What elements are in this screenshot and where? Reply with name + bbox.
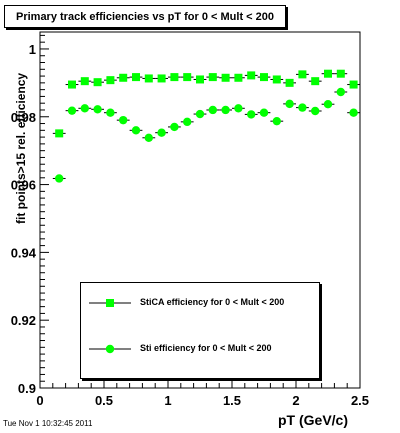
stica-point	[183, 73, 192, 82]
stica-point	[298, 70, 307, 79]
sti-point	[285, 99, 294, 109]
stica-point	[285, 78, 294, 87]
legend: StiCA efficiency for 0 < Mult < 200 Sti …	[80, 282, 320, 379]
sti-point	[234, 104, 243, 113]
stica-point	[234, 73, 243, 82]
title-box: Primary track efficiencies vs pT for 0 <…	[4, 5, 286, 28]
y-tick-label: 0.92	[11, 313, 36, 328]
stica-point	[132, 73, 140, 82]
x-tick-label: 1	[164, 393, 171, 408]
sti-point	[183, 117, 192, 127]
stica-point	[68, 80, 76, 89]
sti-point	[311, 106, 320, 116]
x-tick-label: 0	[36, 393, 43, 408]
stica-point	[170, 73, 179, 82]
sti-point	[55, 174, 64, 183]
sti-point	[106, 108, 115, 117]
sti-point	[247, 110, 256, 119]
stica-point	[144, 74, 153, 83]
x-axis-label: pT (GeV/c)	[278, 412, 349, 428]
stica-point	[221, 73, 230, 82]
data-marks	[52, 69, 360, 183]
stica-point	[324, 69, 332, 78]
sti-point	[67, 106, 77, 115]
y-tick-label: 0.94	[11, 245, 37, 260]
legend-square-marker-icon	[89, 299, 131, 307]
sti-point	[221, 105, 230, 115]
sti-point	[208, 105, 217, 115]
y-tick-label: 0.9	[18, 381, 36, 396]
y-tick-label: 1	[29, 42, 36, 57]
y-tick-label: 0.96	[11, 178, 36, 193]
x-tick-label: 1.5	[223, 393, 241, 408]
stica-point	[208, 73, 217, 82]
legend-entry-stica: StiCA efficiency for 0 < Mult < 200	[81, 293, 319, 313]
sti-point	[195, 109, 205, 119]
sti-point	[336, 87, 345, 97]
stica-point	[119, 73, 128, 82]
sti-point	[119, 115, 128, 125]
sti-point	[272, 116, 281, 126]
x-tick-label: 2.5	[351, 393, 369, 408]
stica-point	[157, 74, 166, 83]
axes: 0 0.5 1 1.5 2 2.5 0.9 0.92 0.94 0.96 0.98 1	[11, 34, 369, 408]
sti-point	[323, 100, 333, 109]
legend-label-sti: Sti efficiency for 0 < Mult < 200	[140, 343, 272, 353]
sti-point	[170, 122, 179, 132]
chart-title: Primary track efficiencies vs pT for 0 <…	[15, 10, 274, 23]
sti-point	[131, 126, 141, 135]
y-axis-label: fit points>15 rel. efficiency	[14, 72, 28, 224]
stica-point	[55, 129, 64, 138]
stica-point	[80, 77, 89, 86]
stica-point	[247, 71, 256, 80]
sti-point	[298, 103, 307, 112]
stica-point	[106, 76, 115, 85]
stica-point	[336, 69, 345, 78]
plot-frame	[39, 31, 361, 389]
stica-point	[260, 73, 268, 82]
sti-point	[259, 108, 269, 117]
stica-point	[272, 75, 281, 84]
sti-point	[157, 128, 166, 137]
stica-point	[196, 75, 204, 84]
timestamp-footer: Tue Nov 1 10:32:45 2011	[3, 419, 93, 428]
sti-point	[144, 133, 153, 142]
sti-point	[93, 105, 102, 114]
legend-label-stica: StiCA efficiency for 0 < Mult < 200	[140, 297, 285, 307]
stica-point	[311, 77, 320, 86]
sti-point	[80, 104, 90, 113]
legend-entry-sti: Sti efficiency for 0 < Mult < 200	[81, 339, 319, 359]
y-tick-label: 0.98	[11, 110, 36, 125]
x-tick-label: 0.5	[95, 393, 113, 408]
x-tick-label: 2	[292, 393, 299, 408]
stica-point	[93, 78, 102, 87]
stica-point	[349, 80, 358, 89]
legend-circle-marker-icon	[89, 344, 131, 354]
sti-point	[349, 108, 358, 117]
